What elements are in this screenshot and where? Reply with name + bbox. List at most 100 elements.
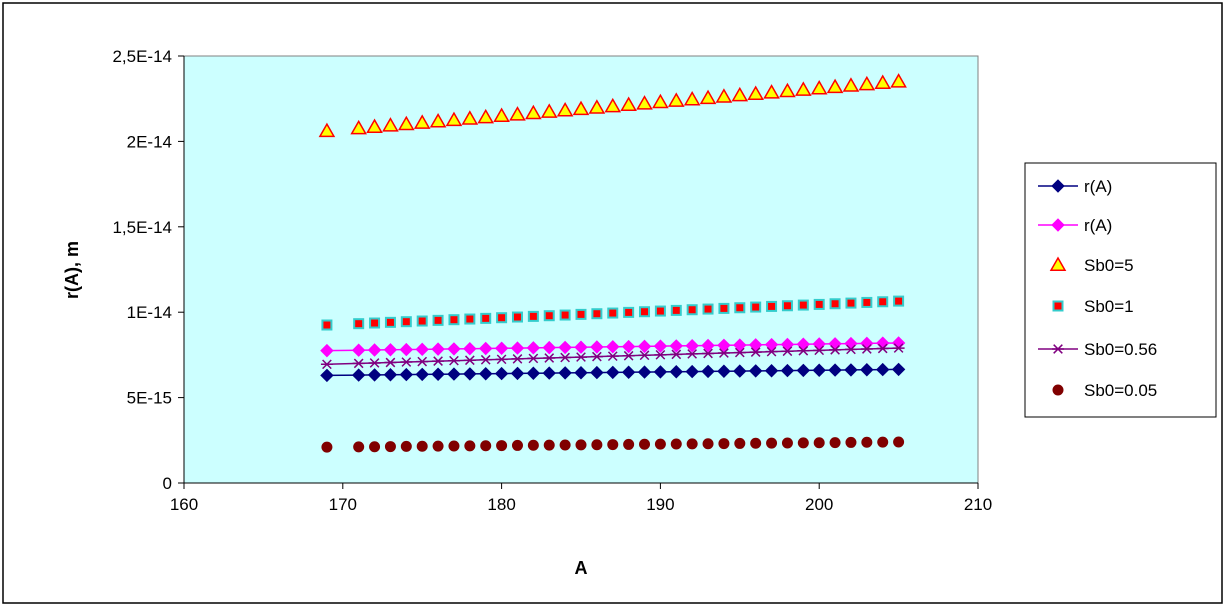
series-3 [321,295,905,331]
data-point [320,343,334,358]
data-point [607,307,619,319]
data-point [543,310,555,322]
data-point [366,118,383,134]
data-point [669,339,683,353]
data-point [667,92,685,107]
data-point [447,367,461,381]
data-point [543,439,555,451]
data-point [892,343,905,353]
data-point [765,346,778,357]
data-point [844,363,858,377]
y-tick-label: 1,5E-14 [112,218,172,237]
data-point [559,309,571,321]
data-point [558,340,572,355]
data-point [813,437,825,449]
data-point [572,100,590,116]
data-point [638,350,651,361]
legend-item: r(A) [1038,216,1112,235]
data-point [877,436,889,448]
data-point [623,306,635,318]
data-point [860,344,873,354]
data-point [829,437,841,449]
data-point [445,111,463,127]
data-point [670,304,682,316]
data-point [367,368,382,382]
data-point [699,89,717,105]
data-point [621,365,636,379]
data-point [749,347,762,357]
data-point [874,74,892,89]
series-0 [320,362,906,383]
data-point [461,110,479,125]
data-point [591,308,603,320]
data-point [384,441,396,453]
data-point [368,358,381,368]
data-point [860,363,874,377]
data-point [527,353,540,364]
data-point [842,77,860,92]
data-point [750,301,762,313]
data-point [780,363,795,378]
data-point [877,296,889,308]
data-point [813,345,826,356]
data-point [463,342,477,356]
data-point [670,349,683,360]
data-point [891,362,906,377]
plot-area [183,55,979,484]
legend-marker [1052,384,1064,396]
data-point [477,108,495,124]
data-point [812,363,826,377]
data-point [431,367,445,381]
data-point [718,438,730,450]
data-point [669,365,683,379]
data-point [527,310,539,322]
data-point [382,117,399,132]
data-point [464,313,476,325]
data-point [463,355,476,366]
legend-item: Sb0=0.05 [1052,381,1157,400]
y-tick-label: 5E-15 [127,389,172,408]
data-point [829,298,841,310]
data-point [702,438,714,450]
data-point [575,439,587,451]
legend-box [1024,162,1217,418]
data-point [747,85,764,101]
data-point [796,363,811,378]
data-point [734,302,746,314]
data-point [731,86,749,102]
data-point [606,351,619,362]
data-point [810,79,828,95]
data-point [813,298,825,310]
legend-marker [1049,256,1067,271]
data-point [653,365,668,379]
data-point [526,341,541,355]
data-point [607,439,619,451]
series-2 [318,73,907,138]
x-tick-label: 180 [487,495,515,514]
data-point [416,440,428,452]
data-point [639,438,651,450]
data-point [353,318,365,330]
data-point [496,440,508,452]
data-point [764,364,779,378]
data-point [494,366,509,381]
data-point [748,364,763,378]
data-point [826,78,844,94]
data-point [893,295,905,307]
axes: 160 170 180 190 200 210 0 5E-15 1E-14 1,5E-14 2E-1… [112,47,992,514]
data-point [574,340,588,354]
data-point [556,102,574,117]
data-point [876,362,890,377]
y-tick-label: 1E-14 [127,303,172,322]
legend-item: Sb0=1 [1052,297,1134,316]
data-point [416,356,429,367]
data-point [383,368,398,382]
data-point [781,346,794,357]
data-point [623,438,635,450]
data-point [654,305,666,317]
data-point [781,437,793,449]
data-point [525,104,542,120]
legend-marker [1051,179,1065,193]
y-tick-label: 2E-14 [127,132,172,151]
